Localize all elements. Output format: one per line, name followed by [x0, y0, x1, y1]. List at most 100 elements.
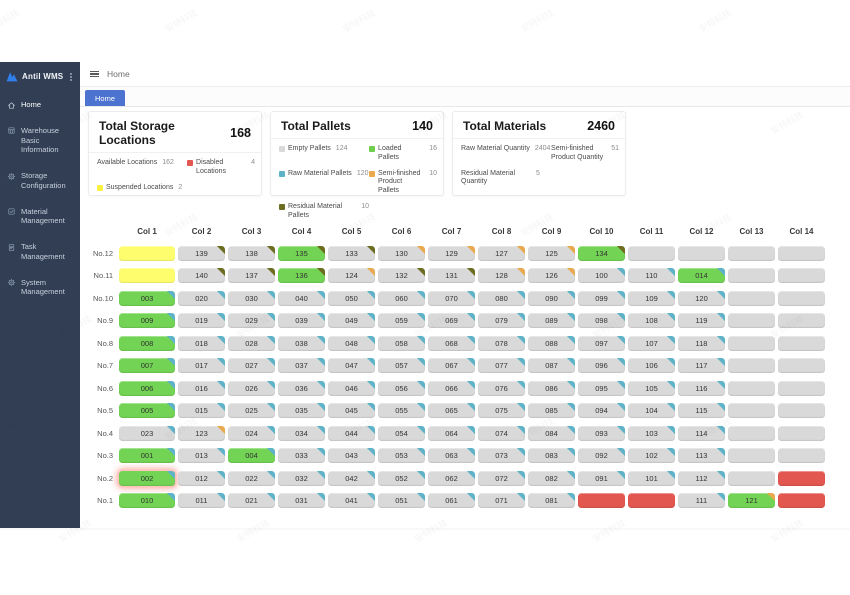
- location-cell[interactable]: 130: [378, 245, 425, 261]
- location-cell[interactable]: [728, 425, 775, 441]
- location-cell[interactable]: 121: [728, 493, 775, 508]
- location-cell[interactable]: 057: [378, 358, 425, 373]
- location-cell[interactable]: 050: [328, 290, 375, 306]
- location-cell[interactable]: 038: [278, 335, 325, 351]
- location-cell[interactable]: 109: [628, 290, 675, 306]
- location-cell[interactable]: 046: [328, 380, 375, 396]
- location-cell[interactable]: [628, 245, 675, 261]
- location-cell[interactable]: 080: [478, 290, 525, 306]
- location-cell[interactable]: [728, 403, 775, 418]
- location-cell[interactable]: 034: [278, 425, 325, 441]
- location-cell[interactable]: 093: [578, 425, 625, 441]
- location-cell[interactable]: [778, 470, 825, 486]
- location-cell[interactable]: 052: [378, 470, 425, 486]
- location-cell[interactable]: [778, 403, 825, 418]
- location-cell[interactable]: 054: [378, 425, 425, 441]
- location-cell[interactable]: 022: [228, 470, 275, 486]
- location-cell[interactable]: 133: [328, 245, 375, 261]
- location-cell[interactable]: 065: [428, 403, 475, 418]
- location-cell[interactable]: 127: [478, 245, 525, 261]
- location-cell[interactable]: 125: [528, 245, 575, 261]
- location-cell[interactable]: 063: [428, 448, 475, 463]
- location-cell[interactable]: 023: [119, 425, 175, 441]
- location-cell[interactable]: 043: [328, 448, 375, 463]
- location-cell[interactable]: 075: [478, 403, 525, 418]
- location-cell[interactable]: 005: [119, 403, 175, 418]
- location-cell[interactable]: 019: [178, 313, 225, 328]
- tab-home[interactable]: Home: [85, 90, 126, 106]
- location-cell[interactable]: 062: [428, 470, 475, 486]
- location-cell[interactable]: [628, 493, 675, 508]
- location-cell[interactable]: 128: [478, 268, 525, 283]
- location-cell[interactable]: 026: [228, 380, 275, 396]
- location-cell[interactable]: 021: [228, 493, 275, 508]
- menu-toggle-icon[interactable]: [90, 69, 99, 79]
- location-cell[interactable]: 135: [278, 245, 325, 261]
- location-cell[interactable]: 108: [628, 313, 675, 328]
- location-cell[interactable]: 106: [628, 358, 675, 373]
- location-cell[interactable]: 092: [578, 448, 625, 463]
- location-cell[interactable]: 097: [578, 335, 625, 351]
- location-cell[interactable]: 031: [278, 493, 325, 508]
- location-cell[interactable]: 105: [628, 380, 675, 396]
- location-cell[interactable]: 126: [528, 268, 575, 283]
- location-cell[interactable]: 082: [528, 470, 575, 486]
- location-cell[interactable]: 098: [578, 313, 625, 328]
- location-cell[interactable]: 061: [428, 493, 475, 508]
- location-cell[interactable]: [778, 425, 825, 441]
- location-cell[interactable]: 058: [378, 335, 425, 351]
- location-cell[interactable]: [778, 290, 825, 306]
- location-cell[interactable]: 070: [428, 290, 475, 306]
- location-cell[interactable]: 073: [478, 448, 525, 463]
- location-cell[interactable]: 033: [278, 448, 325, 463]
- location-cell[interactable]: 014: [678, 268, 725, 283]
- location-cell[interactable]: 032: [278, 470, 325, 486]
- location-cell[interactable]: 040: [278, 290, 325, 306]
- location-cell[interactable]: [119, 245, 175, 261]
- location-cell[interactable]: 094: [578, 403, 625, 418]
- location-cell[interactable]: 119: [678, 313, 725, 328]
- location-cell[interactable]: 066: [428, 380, 475, 396]
- location-cell[interactable]: [778, 380, 825, 396]
- location-cell[interactable]: 035: [278, 403, 325, 418]
- location-cell[interactable]: 087: [528, 358, 575, 373]
- location-cell[interactable]: [728, 358, 775, 373]
- location-cell[interactable]: [778, 268, 825, 283]
- location-cell[interactable]: 028: [228, 335, 275, 351]
- location-cell[interactable]: 129: [428, 245, 475, 261]
- location-cell[interactable]: 039: [278, 313, 325, 328]
- location-cell[interactable]: [578, 493, 625, 508]
- location-cell[interactable]: 047: [328, 358, 375, 373]
- location-cell[interactable]: 091: [578, 470, 625, 486]
- location-cell[interactable]: 006: [119, 380, 175, 396]
- location-cell[interactable]: 114: [678, 425, 725, 441]
- location-cell[interactable]: [728, 245, 775, 261]
- location-cell[interactable]: 096: [578, 358, 625, 373]
- location-cell[interactable]: 016: [178, 380, 225, 396]
- location-cell[interactable]: 132: [378, 268, 425, 283]
- location-cell[interactable]: 099: [578, 290, 625, 306]
- location-cell[interactable]: [778, 313, 825, 328]
- location-cell[interactable]: 077: [478, 358, 525, 373]
- location-cell[interactable]: 008: [119, 335, 175, 351]
- location-cell[interactable]: 110: [628, 268, 675, 283]
- location-cell[interactable]: 088: [528, 335, 575, 351]
- location-cell[interactable]: 049: [328, 313, 375, 328]
- location-cell[interactable]: 029: [228, 313, 275, 328]
- more-icon[interactable]: [70, 75, 72, 78]
- sidebar-item-material[interactable]: Material Management: [0, 199, 80, 235]
- location-cell[interactable]: 011: [178, 493, 225, 508]
- location-cell[interactable]: 020: [178, 290, 225, 306]
- location-cell[interactable]: 067: [428, 358, 475, 373]
- location-cell[interactable]: [728, 380, 775, 396]
- location-cell[interactable]: 053: [378, 448, 425, 463]
- location-cell[interactable]: 112: [678, 470, 725, 486]
- location-cell[interactable]: 015: [178, 403, 225, 418]
- location-cell[interactable]: [778, 493, 825, 508]
- location-cell[interactable]: 030: [228, 290, 275, 306]
- location-cell[interactable]: 104: [628, 403, 675, 418]
- sidebar-item-task[interactable]: Task Management: [0, 234, 80, 270]
- location-cell[interactable]: 064: [428, 425, 475, 441]
- location-cell[interactable]: 107: [628, 335, 675, 351]
- location-cell[interactable]: 076: [478, 380, 525, 396]
